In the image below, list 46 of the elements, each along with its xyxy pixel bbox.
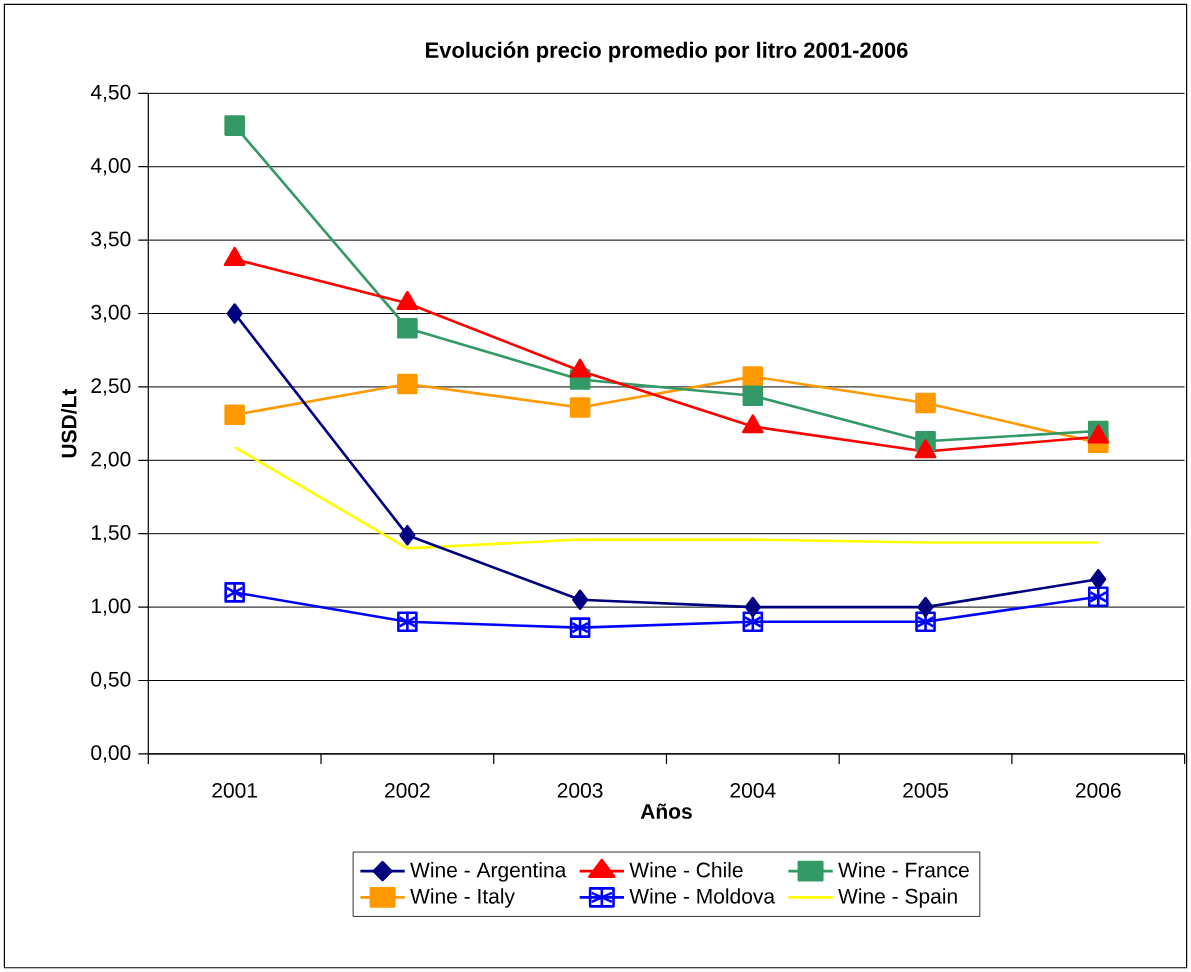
point: [915, 611, 936, 633]
x-tick-label: 2001: [212, 782, 257, 798]
x-tick-label: 2005: [903, 782, 948, 798]
point: [224, 582, 245, 603]
y-tick-label: 4,00: [90, 158, 131, 176]
point: [224, 115, 245, 136]
x-tick-label: 2003: [557, 782, 603, 798]
point: [742, 611, 764, 633]
point: [572, 589, 589, 610]
y-axis-title: USD/Lt: [61, 388, 77, 458]
point: [569, 617, 591, 638]
point: [399, 524, 416, 546]
y-tick-label: 0,50: [91, 671, 131, 690]
y-tick-label: 2,50: [91, 378, 131, 396]
y-tick-label: 4,50: [90, 84, 131, 102]
legend-label: Wine - Moldova: [629, 888, 776, 904]
point: [744, 596, 761, 618]
point: [915, 392, 936, 414]
legend-label: Wine - Argentina: [410, 861, 567, 882]
line-series: [233, 445, 1100, 550]
x-tick-label: 2006: [1075, 782, 1121, 798]
y-tick-label: 3,50: [91, 231, 131, 249]
legend-label: Wine - Chile: [629, 861, 743, 878]
point: [397, 373, 418, 395]
point: [397, 611, 418, 633]
point: [917, 596, 934, 618]
point: [1090, 568, 1107, 590]
y-tick-label: 3,00: [91, 304, 131, 323]
legend-label: Wine - Italy: [410, 888, 515, 908]
chart-title: Evolución precio promedio por litro 2001-2006: [426, 41, 908, 63]
y-tick-label: 2,00: [91, 451, 131, 469]
y-tick-label: 1,50: [92, 524, 131, 543]
y-tick-label: 1,00: [92, 598, 131, 616]
point: [742, 366, 764, 387]
point: [226, 303, 243, 324]
point: [1087, 586, 1109, 608]
point: [742, 385, 764, 406]
x-axis-title: Años: [640, 803, 692, 819]
point: [224, 404, 245, 426]
point: [569, 397, 591, 418]
legend-label: Wine - France: [838, 861, 969, 878]
y-tick-label: 0,00: [91, 745, 131, 763]
x-tick-label: 2002: [385, 782, 430, 798]
point: [397, 317, 418, 339]
x-tick-label: 2004: [730, 782, 776, 798]
legend-label: Wine - Spain: [838, 888, 957, 908]
